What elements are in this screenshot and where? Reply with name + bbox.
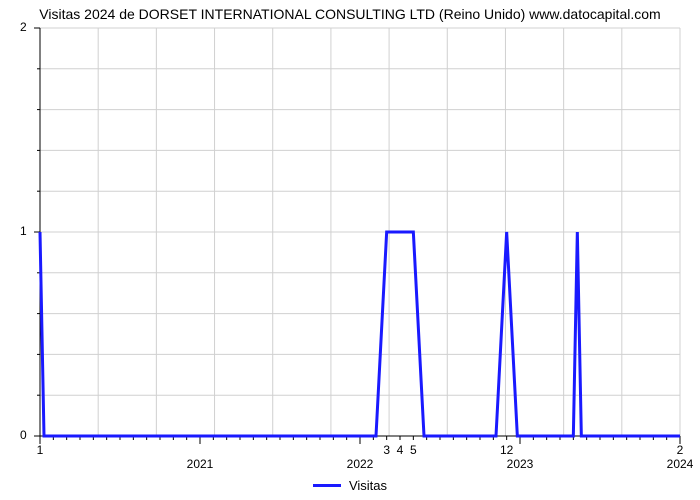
- legend-swatch: [313, 484, 341, 487]
- data-line: [40, 232, 680, 436]
- x-tick-label: 1: [37, 444, 44, 456]
- x-tick-label: 2023: [507, 458, 534, 470]
- chart-container: Visitas 2024 de DORSET INTERNATIONAL CON…: [0, 0, 700, 500]
- legend-label: Visitas: [349, 478, 387, 493]
- chart-plot: [40, 28, 680, 456]
- chart-title: Visitas 2024 de DORSET INTERNATIONAL CON…: [0, 6, 700, 22]
- x-tick-label: 12: [500, 444, 513, 456]
- x-tick-label: 4: [397, 444, 404, 456]
- y-tick-label: 0: [20, 429, 27, 441]
- y-tick-label: 2: [20, 21, 27, 33]
- y-tick-label: 1: [20, 225, 27, 237]
- x-tick-label: 5: [410, 444, 417, 456]
- x-tick-label: 2: [677, 444, 684, 456]
- x-tick-label: 2024: [667, 458, 694, 470]
- x-tick-label: 3: [383, 444, 390, 456]
- x-tick-label: 2022: [347, 458, 374, 470]
- chart-legend: Visitas: [0, 478, 700, 493]
- x-tick-label: 2021: [187, 458, 214, 470]
